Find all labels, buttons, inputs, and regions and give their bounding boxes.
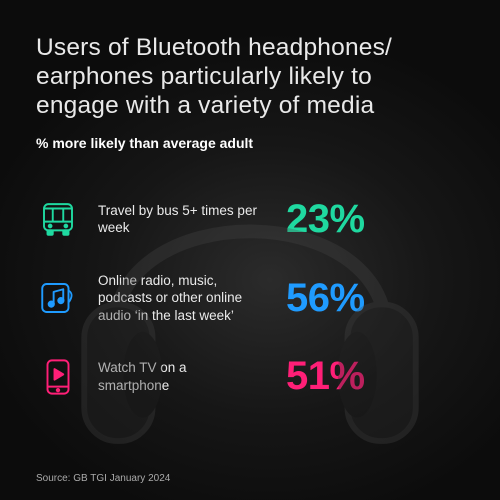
stat-label: Online radio, music, podcasts or other o… [98,272,268,325]
stat-row: Online radio, music, podcasts or other o… [36,272,464,325]
stat-label: Watch TV on a smartphone [98,359,268,394]
stat-label: Travel by bus 5+ times per week [98,202,268,237]
subtitle-text: % more likely than average adult [36,135,253,151]
bus-icon [36,197,80,241]
stats-list: Travel by bus 5+ times per week 23% Onli… [36,197,464,400]
source-line: Source: GB TGI January 2024 [36,473,170,484]
source-text: Source: GB TGI January 2024 [36,473,170,484]
title-text: Users of Bluetooth headphones/earphones … [36,34,392,119]
stat-value: 23% [286,197,396,242]
stat-value: 51% [286,354,396,399]
infographic-card: Users of Bluetooth headphones/earphones … [0,0,500,500]
music-note-icon [36,276,80,320]
stat-row: Watch TV on a smartphone 51% [36,354,464,399]
stat-value: 56% [286,276,396,321]
page-title: Users of Bluetooth headphones/earphones … [36,34,464,121]
smartphone-play-icon [36,355,80,399]
stat-row: Travel by bus 5+ times per week 23% [36,197,464,242]
subtitle: % more likely than average adult [36,135,464,151]
